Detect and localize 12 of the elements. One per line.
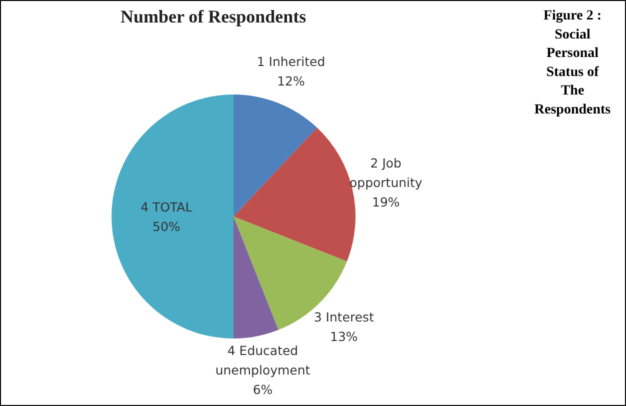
data-label: 12% — [277, 74, 305, 89]
slice-label: 2 Job opportunity — [349, 155, 423, 190]
slice-label: 4 TOTAL — [140, 199, 192, 214]
slice-label: 3 Interest — [314, 310, 374, 325]
data-label: 19% — [372, 194, 400, 210]
slice-label: 4 Educated unemployment — [215, 342, 310, 378]
slice-label: 1 Inherited — [256, 54, 326, 70]
chart-title: Number of Respondents — [120, 6, 306, 26]
data-label: 13% — [330, 329, 358, 344]
caption: Figure 2 : Social Personal Status of The Respondents — [534, 8, 612, 118]
data-label: 50% — [152, 218, 180, 234]
data-label: 6% — [252, 382, 273, 397]
